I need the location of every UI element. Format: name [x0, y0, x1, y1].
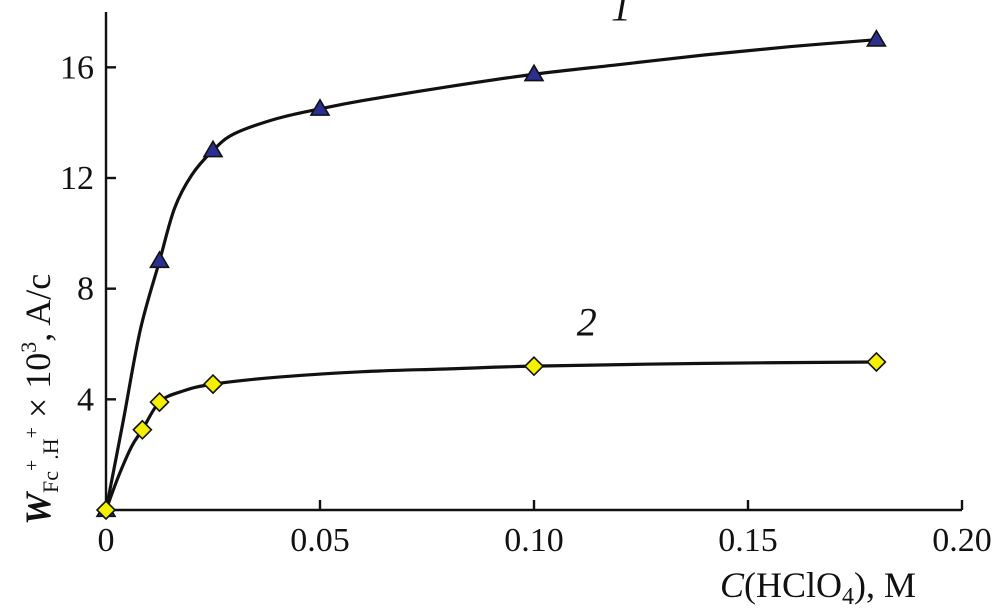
series-1-triangle-marker	[149, 250, 170, 269]
y-axis-title-group: WFc+.H+ × 103, A/c	[16, 274, 63, 525]
series-2-diamond-marker	[149, 391, 170, 413]
y-axis-title-exponent: 3	[16, 342, 41, 353]
y-axis-title-variable: W	[18, 490, 58, 525]
x-axis-title-main: (HClO	[744, 565, 842, 605]
y-axis-title-times: × 10	[18, 353, 58, 427]
series-2-fit-curve	[104, 360, 877, 511]
y-tick-label: 4	[77, 381, 94, 418]
y-axis-title-sup1: +	[21, 460, 43, 471]
series-1-triangle-marker	[202, 139, 224, 158]
y-axis-title-sub2: .H	[38, 438, 63, 460]
curves	[104, 38, 877, 511]
y-axis-title-sup2: +	[21, 427, 43, 438]
series-1-triangle-marker	[866, 29, 887, 47]
series-2-diamond-marker	[866, 351, 887, 373]
series-2-diamond-marker	[523, 356, 545, 377]
x-axis-title-subscript: 4	[842, 584, 854, 610]
y-tick-label: 8	[77, 271, 94, 308]
x-axis-title: C(HClO4), M	[720, 565, 916, 610]
markers	[95, 29, 887, 521]
y-tick-label: 16	[60, 49, 94, 86]
series-2-diamond-marker	[202, 373, 224, 395]
series-1-fit-curve	[104, 38, 877, 511]
series-1-triangle-marker	[523, 63, 545, 82]
x-tick-label: 0.10	[504, 522, 564, 559]
x-axis-title-tail: ), M	[854, 565, 916, 605]
y-axis-title: WFc+.H+ × 103, A/c	[16, 274, 63, 525]
x-axis-title-variable: C	[720, 565, 745, 605]
x-tick-label: 0.20	[932, 522, 992, 559]
labels: 12	[577, 0, 631, 345]
series-1-label: 1	[611, 0, 631, 29]
x-tick-label: 0	[98, 522, 115, 559]
series-2-diamond-marker	[132, 419, 153, 440]
x-tick-label: 0.15	[718, 522, 778, 559]
y-axis-title-sub1: Fc	[38, 471, 63, 493]
axes: 0 0.05 0.10 0.15 0.20 4 8 12 16	[60, 12, 992, 559]
y-axis-title-units: , A/c	[18, 274, 58, 342]
series-1-triangle-marker	[309, 98, 331, 116]
series-2-diamond-marker	[95, 499, 117, 521]
series-2-label: 2	[577, 300, 597, 345]
x-tick-label: 0.05	[290, 522, 350, 559]
y-tick-label: 12	[60, 160, 94, 197]
